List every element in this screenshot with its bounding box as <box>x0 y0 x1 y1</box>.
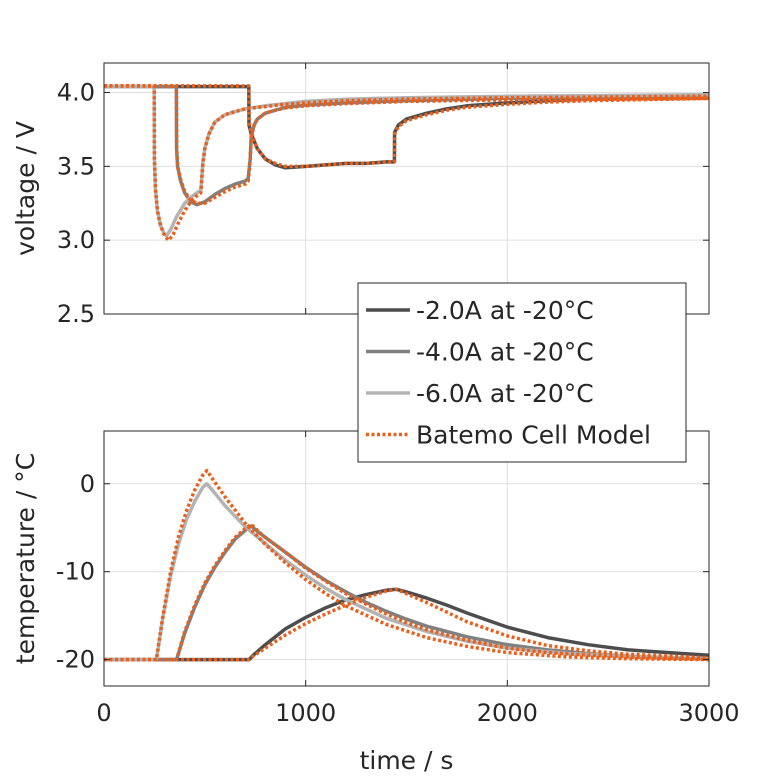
voltage-y-tick-label: 3.0 <box>57 226 95 254</box>
voltage-y-tick-label: 2.5 <box>57 300 95 328</box>
voltage-plot-area <box>104 63 709 314</box>
temperature-series-line-5 <box>104 468 709 662</box>
voltage-plot: 2.5 3.0 3.5 4.0 voltage / V <box>11 62 710 328</box>
temperature-x-tick-label: 0 <box>96 699 111 727</box>
temperature-x-tick-label: 2000 <box>477 699 538 727</box>
legend-label-2: -6.0A at -20°C <box>416 379 594 408</box>
voltage-series-line-5 <box>104 84 709 242</box>
temperature-series-line-4 <box>104 522 709 662</box>
voltage-y-axis-label: voltage / V <box>11 121 40 256</box>
voltage-y-tick-label: 3.5 <box>57 152 95 180</box>
temperature-plot: -20 -10 0 0 1000 2000 3000 temperature / °C time… <box>11 430 740 775</box>
voltage-series-line-4 <box>104 84 709 206</box>
temperature-y-tick-label: -20 <box>56 646 95 674</box>
temperature-plot-area <box>104 431 709 686</box>
temperature-x-axis-label: time / s <box>360 746 454 775</box>
temperature-x-tick-label: 1000 <box>275 699 336 727</box>
legend-label-3: Batemo Cell Model <box>416 421 651 450</box>
temperature-y-tick-label: -10 <box>56 558 95 586</box>
legend-box <box>357 282 687 463</box>
temperature-y-tick-label: 0 <box>80 470 95 498</box>
legend-label-1: -4.0A at -20°C <box>416 338 594 367</box>
temperature-series-line-3 <box>104 587 709 662</box>
voltage-series-line-3 <box>104 84 709 169</box>
temperature-y-axis-label: temperature / °C <box>11 453 40 664</box>
legend-label-0: -2.0A at -20°C <box>416 296 594 325</box>
temperature-x-tick-label: 3000 <box>678 699 739 727</box>
temperature-series-group <box>104 468 709 662</box>
voltage-y-tick-label: 4.0 <box>57 79 95 107</box>
voltage-series-group <box>104 84 709 242</box>
legend: -2.0A at -20°C -4.0A at -20°C -6.0A at -20… <box>357 282 687 463</box>
